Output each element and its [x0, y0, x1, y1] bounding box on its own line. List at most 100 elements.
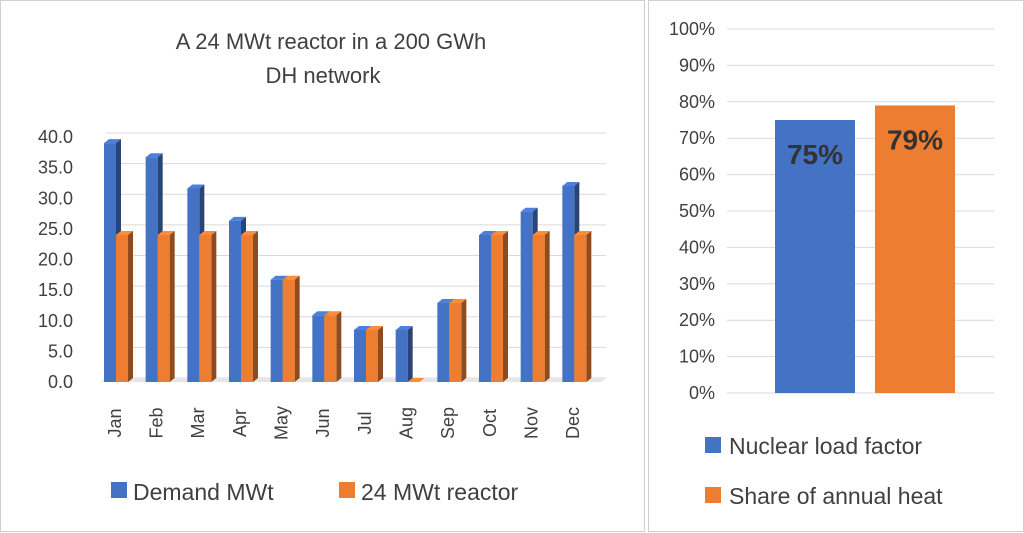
bar-top-face — [366, 325, 383, 330]
bar-reactor — [324, 315, 337, 382]
legend-label-heat-share: Share of annual heat — [729, 483, 943, 509]
bar-reactor — [449, 302, 462, 382]
y-tick-label: 40% — [679, 237, 715, 257]
bar-top-face — [407, 378, 425, 382]
y-tick-label: 0% — [689, 383, 715, 403]
y-tick-label: 80% — [679, 92, 715, 112]
y-tick-label: 100% — [669, 19, 715, 39]
bar-demand — [479, 235, 491, 382]
bar-reactor — [532, 235, 545, 382]
bar-demand — [562, 186, 575, 382]
bar-top-face — [282, 275, 300, 280]
bar-top-face — [491, 231, 508, 235]
legend-swatch-load-factor — [705, 437, 721, 453]
bar-top-face — [187, 184, 205, 189]
x-tick-label: Sep — [438, 407, 458, 439]
bar-reactor — [282, 279, 295, 382]
bar-top-face — [145, 153, 163, 158]
y-tick-label: 60% — [679, 165, 715, 185]
bar-side-face — [294, 275, 300, 382]
y-tick-label: 90% — [679, 55, 715, 75]
bar-side-face — [586, 231, 592, 382]
legend-swatch-heat-share — [705, 487, 721, 503]
bar-demand — [354, 329, 366, 382]
y-tick-label: 15.0 — [38, 280, 73, 300]
y-tick-label: 20% — [679, 310, 715, 330]
bar-top-face — [199, 231, 217, 235]
bar-top-face — [241, 231, 258, 235]
bar-load-factor — [775, 120, 855, 393]
y-tick-label: 20.0 — [38, 250, 73, 270]
bar-side-face — [461, 298, 467, 382]
bar-top-face — [324, 311, 342, 316]
y-tick-label: 30% — [679, 274, 715, 294]
chart-title-line-1: A 24 MWt reactor in a 200 GWh — [176, 29, 487, 54]
monthly-chart-panel: A 24 MWt reactor in a 200 GWh DH network… — [0, 0, 645, 532]
summary-chart-panel: 75% 79% 0% 10% 20% 30% 40% 50% 60% 70% 80% 90% 100%… — [648, 0, 1024, 532]
x-tick-label: Mar — [188, 407, 208, 438]
bar-reactor — [116, 235, 128, 382]
bar-top-face — [229, 216, 246, 221]
bar-top-face — [395, 325, 413, 330]
bar-demand — [312, 315, 325, 382]
bar-side-face — [544, 231, 550, 382]
x-tick-label: May — [271, 406, 291, 440]
y-tick-label: 5.0 — [48, 341, 73, 361]
bar-top-face — [116, 231, 133, 235]
bar-reactor — [366, 329, 378, 382]
bar-demand — [145, 157, 158, 382]
summary-share-chart: 75% 79% 0% 10% 20% 30% 40% 50% 60% 70% 80% 90% 100%… — [669, 19, 994, 509]
bar-reactor — [574, 235, 587, 382]
bar-reactor — [491, 235, 503, 382]
y-tick-label: 0.0 — [48, 372, 73, 392]
x-tick-label: Apr — [230, 409, 250, 437]
bar-top-face — [437, 298, 455, 303]
x-tick-label: Nov — [521, 407, 541, 439]
bar-reactor — [157, 235, 170, 382]
bar-top-face — [562, 182, 580, 186]
bar-data-label: 79% — [887, 124, 943, 155]
bar-top-face — [354, 325, 371, 330]
y-tick-label: 10% — [679, 347, 715, 367]
bar-top-face — [449, 298, 467, 303]
bar-top-face — [532, 231, 550, 235]
x-tick-label: Aug — [396, 407, 416, 439]
legend-swatch-demand — [111, 482, 127, 498]
bar-demand — [104, 143, 116, 382]
x-tick-label: Feb — [146, 407, 166, 438]
y-tick-label: 30.0 — [38, 188, 73, 208]
bar-side-face — [407, 325, 413, 382]
bar-top-face — [157, 231, 175, 235]
bar-reactor — [199, 235, 212, 382]
bar-demand — [395, 329, 408, 382]
y-tick-label: 40.0 — [38, 127, 73, 147]
x-tick-label: Jan — [105, 408, 125, 437]
bar-heat-share — [875, 105, 955, 393]
bar-side-face — [336, 311, 342, 382]
y-tick-label: 70% — [679, 128, 715, 148]
bar-side-face — [128, 231, 133, 382]
bar-demand — [187, 188, 200, 382]
bar-side-face — [211, 231, 217, 382]
bar-side-face — [253, 231, 258, 382]
x-tick-label: Jul — [355, 411, 375, 434]
legend-swatch-reactor — [339, 482, 355, 498]
y-tick-label: 25.0 — [38, 219, 73, 239]
bar-top-face — [479, 231, 496, 235]
monthly-demand-chart: A 24 MWt reactor in a 200 GWh DH network… — [38, 29, 606, 505]
x-tick-label: Dec — [563, 407, 583, 439]
bar-top-face — [574, 231, 592, 235]
bar-top-face — [104, 139, 121, 144]
bar-side-face — [169, 231, 175, 382]
bar-top-face — [270, 275, 288, 280]
y-tick-label: 35.0 — [38, 158, 73, 178]
bar-top-face — [312, 311, 330, 316]
bar-side-face — [378, 325, 383, 382]
bar-demand — [437, 302, 450, 382]
bar-demand — [520, 211, 533, 382]
x-tick-label: Oct — [480, 409, 500, 437]
x-tick-label: Jun — [313, 408, 333, 437]
bar-data-label: 75% — [787, 139, 843, 170]
bar-side-face — [503, 231, 508, 382]
y-tick-label: 50% — [679, 201, 715, 221]
